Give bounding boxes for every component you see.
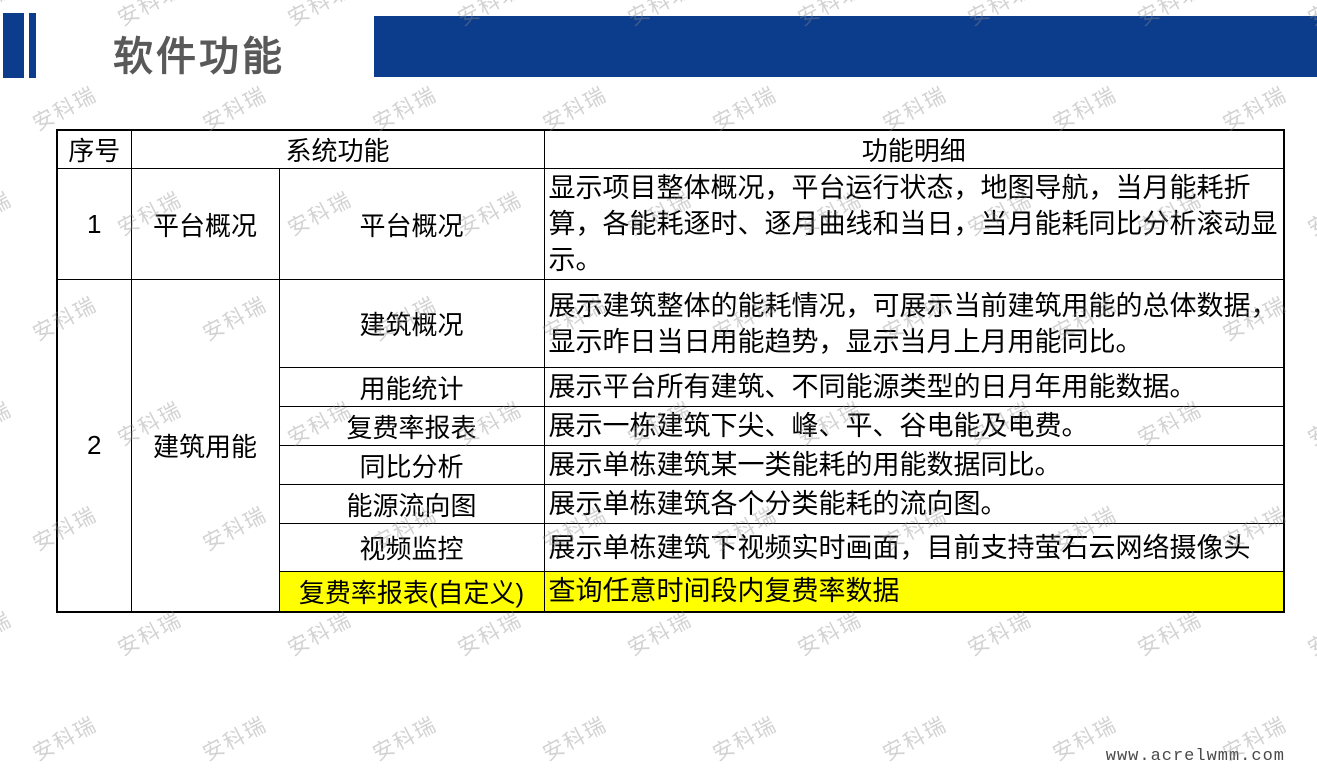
- row-detail: 展示单栋建筑下视频实时画面，目前支持萤石云网络摄像头: [543, 523, 1285, 572]
- watermark-text: 安科瑞: [1304, 397, 1317, 451]
- row-function: 建筑概况: [278, 279, 545, 368]
- table-row: 同比分析 展示单栋建筑某一类能耗的用能数据同比。: [57, 445, 1285, 485]
- row-detail: 显示项目整体概况，平台运行状态，地图导航，当月能耗折算，各能耗逐时、逐月曲线和当…: [543, 168, 1285, 280]
- table-row: 2 建筑用能 建筑概况 展示建筑整体的能耗情况，可展示当前建筑用能的总体数据，显…: [56, 279, 1285, 612]
- watermark-text: 安科瑞: [0, 397, 17, 451]
- watermark-text: 安科瑞: [29, 712, 102, 766]
- watermark-text: 安科瑞: [1304, 607, 1317, 661]
- col-header-function-detail: 功能明细: [543, 129, 1285, 169]
- row-no: 2: [56, 279, 132, 612]
- header-blue-band: [374, 16, 1317, 77]
- row-function: 视频监控: [278, 523, 545, 572]
- watermark-text: 安科瑞: [199, 712, 272, 766]
- row-category: 平台概况: [130, 168, 280, 280]
- watermark-text: 安科瑞: [879, 712, 952, 766]
- table-header-row: 序号 系统功能 功能明细: [56, 129, 1285, 169]
- watermark-text: 安科瑞: [1304, 187, 1317, 241]
- function-table: 序号 系统功能 功能明细 1 平台概况 平台概况 显示项目整体概况，平台运行状态…: [56, 129, 1286, 613]
- title-accent-bar-narrow: [29, 13, 36, 78]
- watermark-text: 安科瑞: [284, 0, 357, 31]
- row-function-highlighted: 复费率报表(自定义): [278, 571, 545, 612]
- row-function: 能源流向图: [278, 484, 545, 524]
- row-no: 1: [56, 168, 132, 280]
- row-detail: 展示一栋建筑下尖、峰、平、谷电能及电费。: [543, 406, 1285, 446]
- row-category: 建筑用能: [130, 279, 280, 612]
- watermark-text: 安科瑞: [369, 712, 442, 766]
- row-detail: 展示单栋建筑各个分类能耗的流向图。: [543, 484, 1285, 524]
- col-header-no: 序号: [56, 129, 132, 169]
- row-detail: 展示平台所有建筑、不同能源类型的日月年用能数据。: [543, 367, 1285, 407]
- row-function: 平台概况: [278, 168, 545, 280]
- watermark-text: 安科瑞: [709, 712, 782, 766]
- row-function: 同比分析: [278, 445, 545, 485]
- row-detail-highlighted: 查询任意时间段内复费率数据: [543, 571, 1285, 612]
- row-function: 用能统计: [278, 367, 545, 407]
- col-header-system-function: 系统功能: [130, 129, 545, 169]
- table-row: 视频监控 展示单栋建筑下视频实时画面，目前支持萤石云网络摄像头: [57, 523, 1285, 572]
- row-detail: 展示建筑整体的能耗情况，可展示当前建筑用能的总体数据，显示昨日当日用能趋势，显示…: [543, 279, 1285, 368]
- watermark-text: 安科瑞: [0, 187, 17, 241]
- table-row: 1 平台概况 平台概况 显示项目整体概况，平台运行状态，地图导航，当月能耗折算，…: [56, 168, 1285, 280]
- table-row: 用能统计 展示平台所有建筑、不同能源类型的日月年用能数据。: [57, 367, 1285, 407]
- website-url[interactable]: www.acrelwmm.com: [1105, 747, 1285, 766]
- title-accent-bar-wide: [3, 13, 24, 78]
- watermark-text: 安科瑞: [539, 712, 612, 766]
- page-title: 软件功能: [113, 35, 285, 79]
- row-function: 复费率报表: [278, 406, 545, 446]
- table-row-highlighted: 复费率报表(自定义) 查询任意时间段内复费率数据: [57, 571, 1285, 612]
- watermark-text: 安科瑞: [0, 607, 17, 661]
- row-detail: 展示单栋建筑某一类能耗的用能数据同比。: [543, 445, 1285, 485]
